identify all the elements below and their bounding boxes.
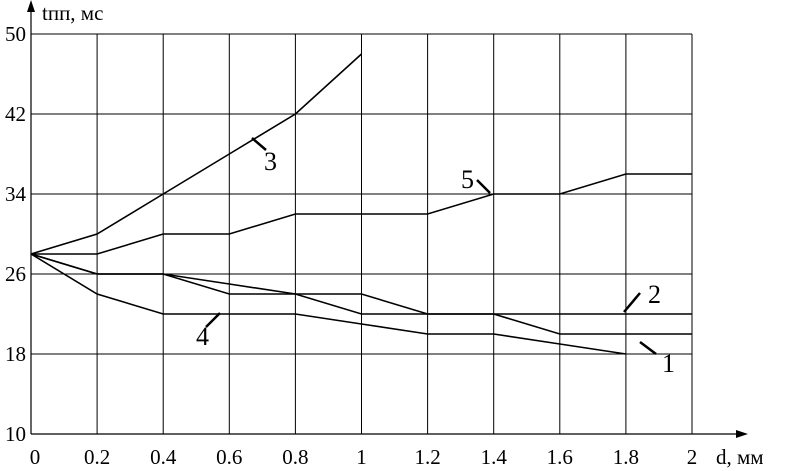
x-tick-label: 0	[30, 445, 41, 469]
x-tick-label: 1	[356, 445, 367, 469]
y-tick-label: 26	[5, 262, 26, 286]
curve	[30, 253, 627, 355]
label-leader	[476, 179, 491, 194]
y-tick-label: 50	[5, 22, 26, 46]
label-leader	[639, 341, 657, 355]
curve-label: 4	[196, 322, 209, 351]
y-tick-label: 18	[5, 342, 26, 366]
x-tick-label: 0.6	[216, 445, 242, 469]
curve	[30, 53, 363, 255]
curve-label: 5	[461, 165, 474, 194]
y-tick-label: 42	[5, 102, 26, 126]
x-tick-label: 1.6	[547, 445, 573, 469]
label-leader	[623, 292, 641, 313]
curve	[31, 173, 692, 255]
label-leader	[205, 312, 221, 328]
x-tick-label: 1.8	[613, 445, 639, 469]
x-axis-arrow	[736, 430, 748, 438]
x-tick-label: 1.2	[414, 445, 440, 469]
x-tick-label: 0.4	[150, 445, 177, 469]
x-tick-label: 1.4	[481, 445, 508, 469]
curve-label: 3	[264, 147, 277, 176]
y-axis-label: tпп, мс	[42, 1, 103, 25]
y-tick-label: 10	[5, 422, 26, 446]
x-tick-label: 0.8	[282, 445, 308, 469]
curve	[30, 253, 692, 315]
y-axis-arrow	[27, 0, 35, 12]
curve-label: 1	[662, 349, 675, 378]
label-leader	[251, 137, 267, 151]
curve-label: 2	[648, 280, 661, 309]
y-tick-label: 34	[5, 182, 27, 206]
x-axis-label: d, мм	[716, 445, 764, 469]
x-tick-label: 2	[687, 445, 698, 469]
x-tick-label: 0.2	[84, 445, 110, 469]
